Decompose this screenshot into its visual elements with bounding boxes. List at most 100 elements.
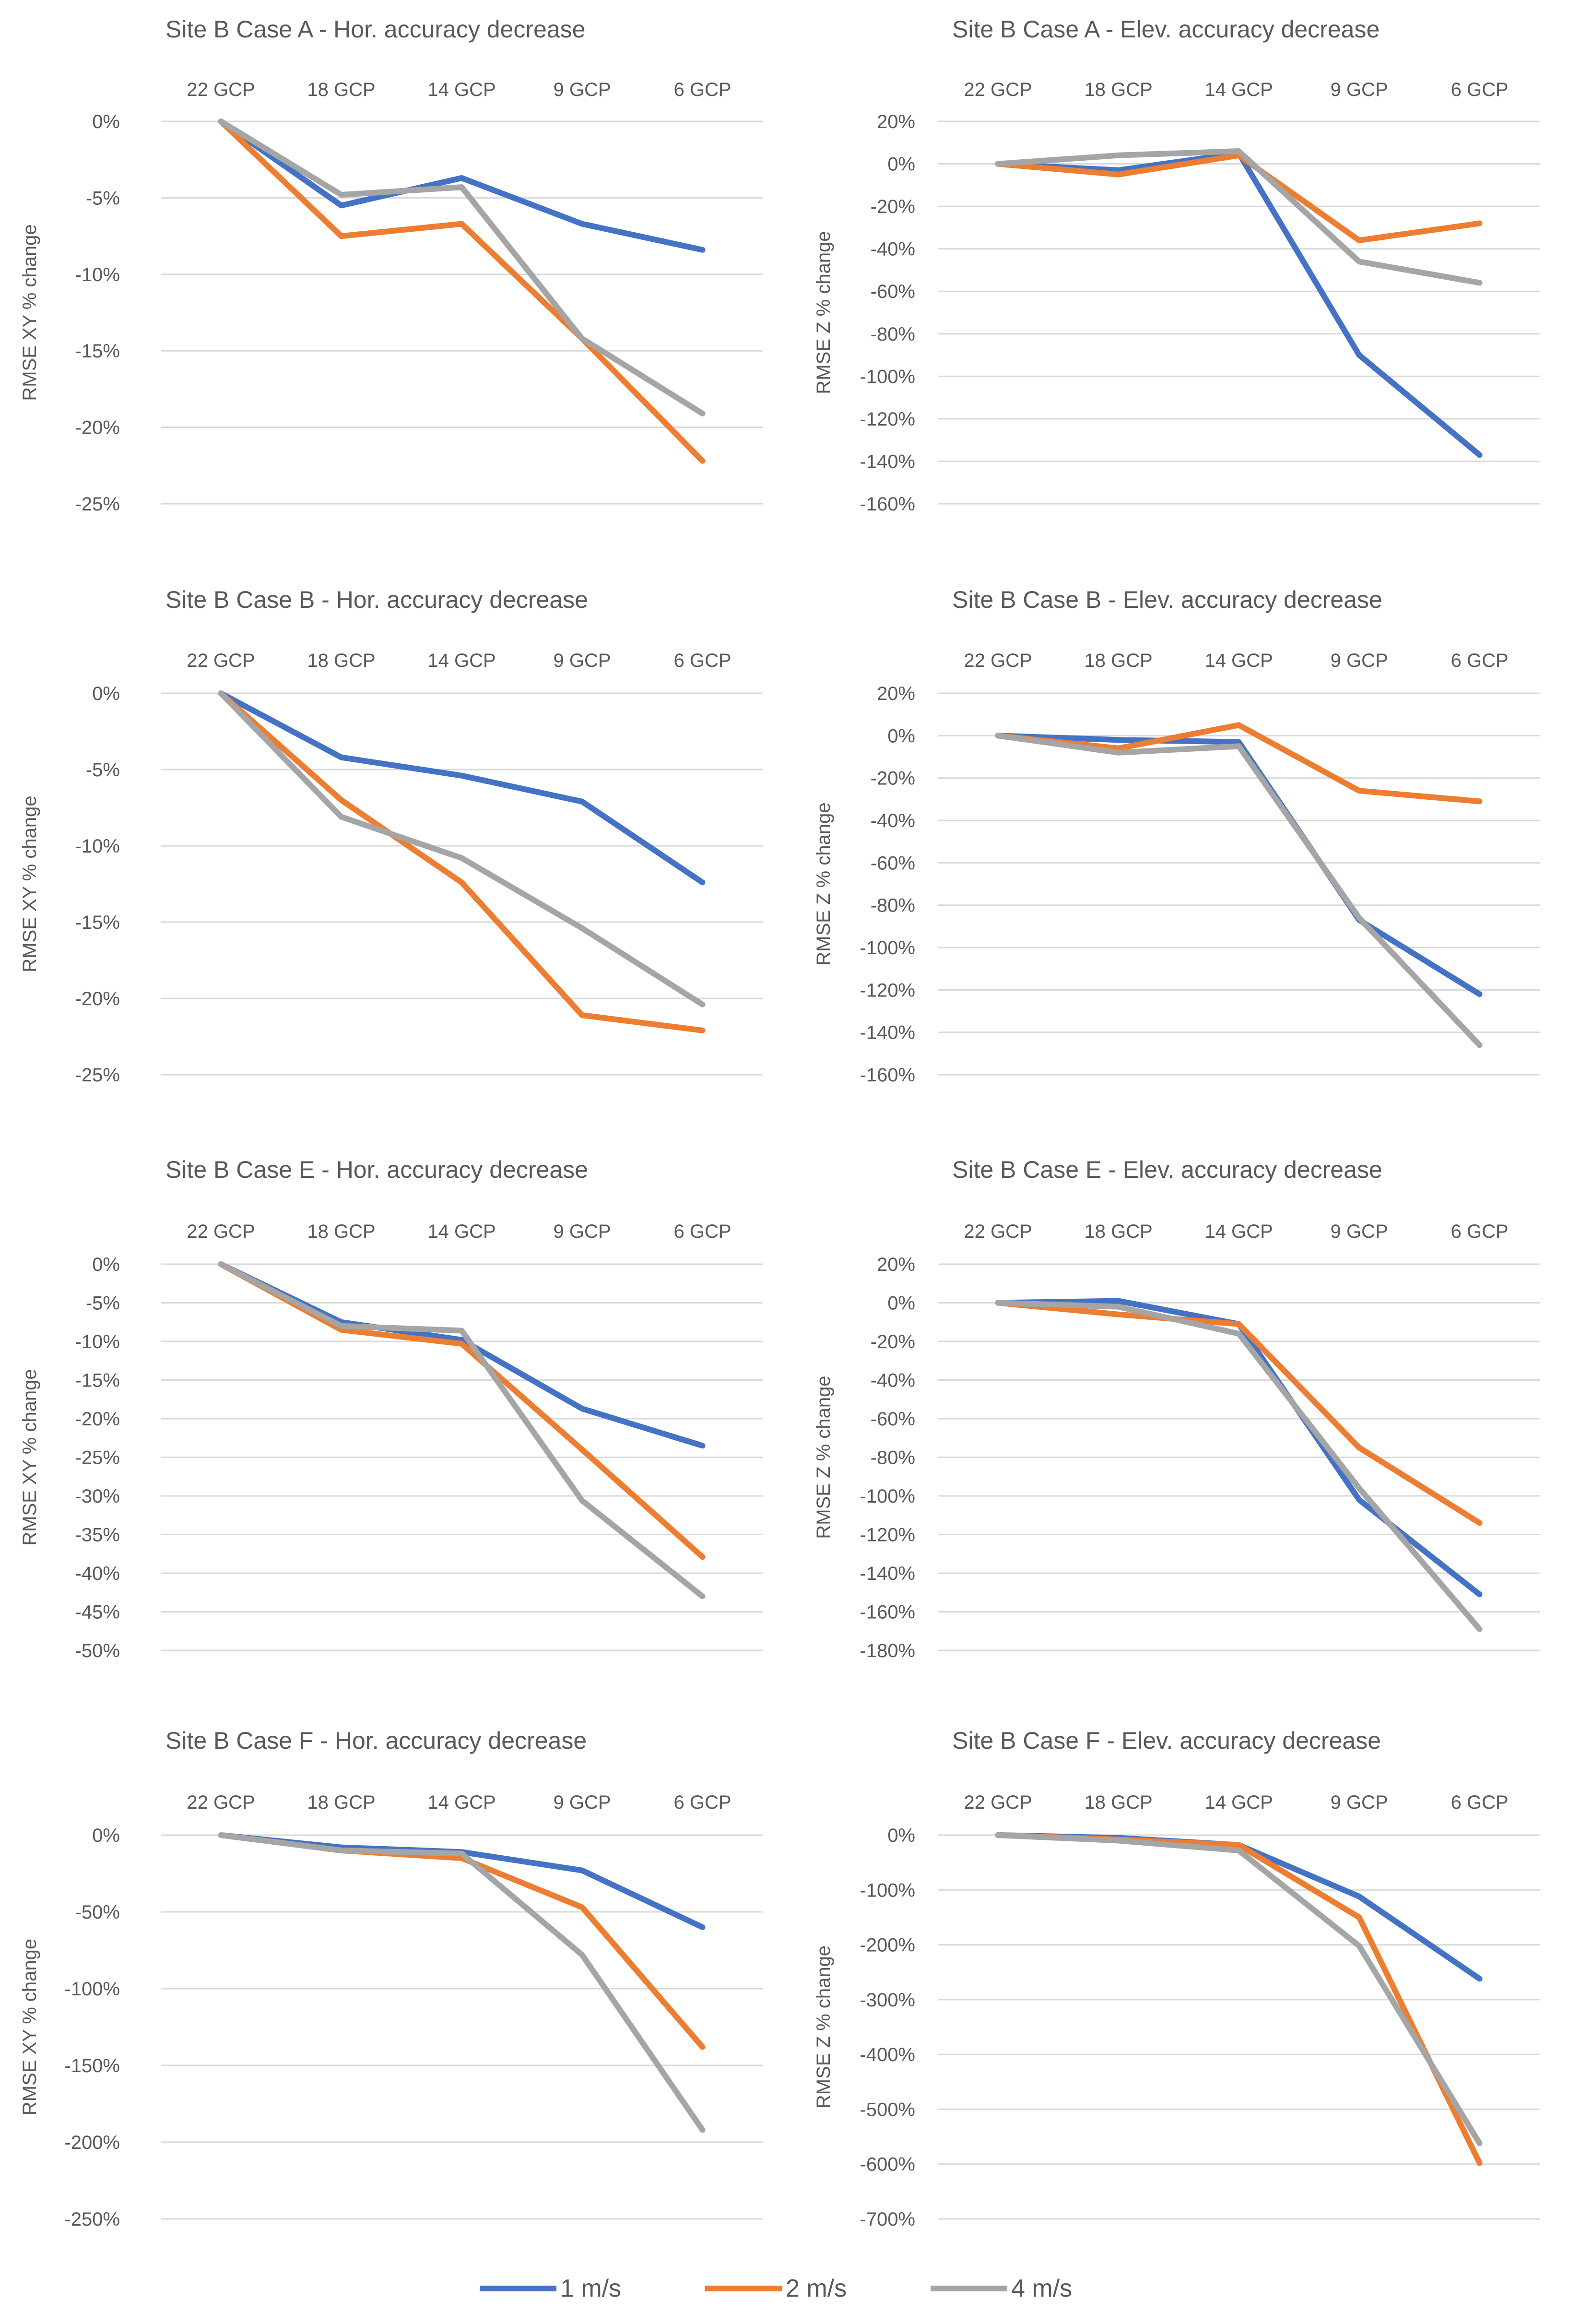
y-tick-label: -5% <box>86 188 120 209</box>
x-tick-label: 9 GCP <box>553 79 611 100</box>
y-tick-label: -160% <box>860 1602 915 1623</box>
y-tick-label: -40% <box>871 1370 915 1391</box>
y-tick-label: -25% <box>75 1447 120 1469</box>
y-tick-label: 20% <box>877 1254 915 1275</box>
x-tick-label: 18 GCP <box>1084 1792 1152 1813</box>
series-line-2ms <box>218 119 706 464</box>
x-tick-label: 9 GCP <box>553 1792 611 1813</box>
chart-panel-1: Site B Case A - Hor. accuracy decrease RM… <box>19 16 763 515</box>
x-tick-label: 22 GCP <box>187 650 255 671</box>
series-line-4ms <box>218 1261 706 1600</box>
y-tick-label: -100% <box>860 937 915 959</box>
x-tick-label: 14 GCP <box>427 1792 496 1813</box>
x-tick-label: 18 GCP <box>307 650 375 671</box>
x-tick-label: 22 GCP <box>187 1792 255 1813</box>
y-tick-label: 20% <box>877 111 915 132</box>
y-tick-label: -100% <box>64 1979 120 2000</box>
chart-panel-3: Site B Case B - Hor. accuracy decrease RM… <box>19 586 763 1086</box>
x-tick-label: 18 GCP <box>307 1221 375 1242</box>
y-tick-label: -40% <box>75 1563 120 1584</box>
y-tick-label: -700% <box>860 2209 915 2230</box>
chart-title: Site B Case F - Elev. accuracy decrease <box>952 1727 1381 1754</box>
y-tick-label: -5% <box>86 759 120 781</box>
series-line-4ms <box>995 1832 1483 2146</box>
y-axis-label: RMSE XY % change <box>19 1939 40 2115</box>
y-axis-label: RMSE Z % change <box>813 1375 834 1539</box>
series-line-2ms <box>218 690 706 1033</box>
chart-panel-5: Site B Case E - Hor. accuracy decrease RM… <box>19 1156 763 1661</box>
y-tick-label: 0% <box>887 1825 915 1846</box>
x-tick-label: 18 GCP <box>1084 1221 1152 1242</box>
y-tick-label: -20% <box>871 768 915 789</box>
legend-label-1ms: 1 m/s <box>560 2275 622 2302</box>
y-tick-label: -400% <box>860 2044 915 2065</box>
series-line-1ms <box>218 1832 706 1930</box>
y-tick-label: -250% <box>64 2209 120 2230</box>
x-tick-label: 14 GCP <box>427 1221 496 1242</box>
x-tick-label: 9 GCP <box>553 1221 611 1242</box>
y-tick-label: -20% <box>75 988 120 1009</box>
y-tick-label: -20% <box>871 1331 915 1352</box>
legend-label-4ms: 4 m/s <box>1011 2275 1073 2302</box>
series-line-1ms <box>995 733 1483 997</box>
y-tick-label: -120% <box>860 1525 915 1546</box>
chart-panel-4: Site B Case B - Elev. accuracy decrease R… <box>813 586 1540 1086</box>
x-tick-label: 18 GCP <box>307 1792 375 1813</box>
y-tick-label: -5% <box>86 1293 120 1314</box>
series-line-4ms <box>995 1300 1483 1632</box>
chart-panel-2: Site B Case A - Elev. accuracy decrease R… <box>813 16 1540 515</box>
x-tick-label: 6 GCP <box>1451 79 1508 100</box>
chart-title: Site B Case F - Hor. accuracy decrease <box>165 1727 587 1754</box>
y-tick-label: -120% <box>860 980 915 1001</box>
y-tick-label: -15% <box>75 341 120 362</box>
y-axis-label: RMSE XY % change <box>19 795 40 972</box>
y-tick-label: -20% <box>75 417 120 439</box>
y-tick-label: -120% <box>860 409 915 430</box>
y-tick-label: -60% <box>871 853 915 874</box>
series-line-4ms <box>218 1832 706 2133</box>
series-line-1ms <box>218 119 706 253</box>
y-tick-label: -10% <box>75 1331 120 1352</box>
x-tick-label: 22 GCP <box>964 1792 1032 1813</box>
series-line-2ms <box>218 1832 706 2050</box>
y-tick-label: -160% <box>860 1065 915 1086</box>
chart-panel-7: Site B Case F - Hor. accuracy decrease RM… <box>19 1727 763 2230</box>
y-tick-label: -25% <box>75 1065 120 1086</box>
x-tick-label: 9 GCP <box>1330 79 1388 100</box>
x-tick-label: 9 GCP <box>553 650 611 671</box>
y-tick-label: -50% <box>75 1640 120 1661</box>
y-tick-label: -80% <box>871 324 915 345</box>
y-axis-label: RMSE Z % change <box>813 231 834 394</box>
chart-title: Site B Case A - Hor. accuracy decrease <box>165 16 585 43</box>
y-tick-label: 0% <box>92 1825 120 1846</box>
x-tick-label: 22 GCP <box>964 650 1032 671</box>
y-tick-label: -600% <box>860 2154 915 2175</box>
x-tick-label: 6 GCP <box>673 650 731 671</box>
x-tick-label: 9 GCP <box>1330 650 1388 671</box>
x-tick-label: 14 GCP <box>1204 650 1273 671</box>
x-tick-label: 6 GCP <box>673 79 731 100</box>
y-axis-label: RMSE Z % change <box>813 802 834 965</box>
series-line-2ms <box>995 1300 1483 1526</box>
x-tick-label: 22 GCP <box>187 1221 255 1242</box>
x-tick-label: 14 GCP <box>1204 79 1273 100</box>
x-tick-label: 18 GCP <box>307 79 375 100</box>
y-axis-label: RMSE Z % change <box>813 1945 834 2109</box>
x-tick-label: 22 GCP <box>964 1221 1032 1242</box>
x-tick-label: 22 GCP <box>964 79 1032 100</box>
series-line-4ms <box>218 690 706 1008</box>
x-tick-label: 6 GCP <box>673 1221 731 1242</box>
y-tick-label: -100% <box>860 1486 915 1507</box>
y-tick-label: 0% <box>887 725 915 747</box>
series-line-4ms <box>995 733 1483 1048</box>
y-tick-label: -200% <box>860 1935 915 1956</box>
legend-swatch-2ms <box>705 2286 782 2291</box>
x-tick-label: 14 GCP <box>1204 1792 1273 1813</box>
y-tick-label: 0% <box>92 683 120 704</box>
y-tick-label: -160% <box>860 494 915 515</box>
y-tick-label: 0% <box>887 1293 915 1314</box>
y-tick-label: -30% <box>75 1486 120 1507</box>
legend: 1 m/s 2 m/s 4 m/s <box>0 2265 1570 2312</box>
y-tick-label: -200% <box>64 2132 120 2153</box>
